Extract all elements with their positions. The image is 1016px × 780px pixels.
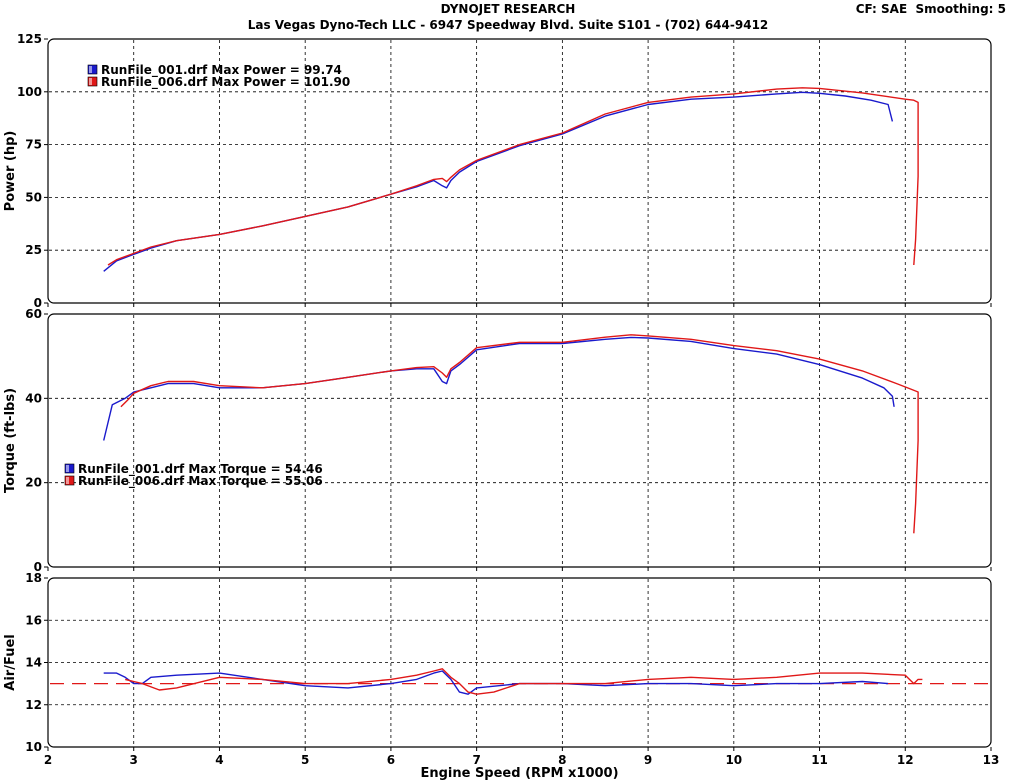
chart-title: DYNOJET RESEARCH xyxy=(440,2,576,16)
y-tick-label: 25 xyxy=(25,243,42,257)
x-tick-label: 11 xyxy=(811,753,828,767)
correction-factor-info: CF: SAE Smoothing: 5 xyxy=(856,2,1006,16)
series-line-runfile-001-drf xyxy=(103,670,889,695)
x-tick-label: 3 xyxy=(130,753,138,767)
y-tick-label: 60 xyxy=(25,307,42,321)
series-line-runfile-006-drf xyxy=(125,668,923,695)
legend-entry: RunFile_001.drf Max Power = 99.74 xyxy=(101,63,342,78)
chart-panel-3: 10 12 14 16 18 2 3 4 5 6 7 8 9 10 11 12 13 Engine Speed (… xyxy=(3,571,999,780)
series-line-runfile-001-drf xyxy=(103,336,895,441)
y-axis-label: Torque (ft-lbs) xyxy=(3,388,18,493)
y-tick-label: 18 xyxy=(25,571,42,585)
x-tick-label: 7 xyxy=(472,753,480,767)
x-tick-label: 8 xyxy=(558,753,566,767)
legend-swatch xyxy=(64,475,75,486)
y-tick-label: 75 xyxy=(25,138,42,152)
y-axis-label: Power (hp) xyxy=(3,131,18,212)
chart-panel-1: 0 25 50 75 100 125 Power (hp) RunFile_001.drf M… xyxy=(3,32,992,310)
y-tick-label: 40 xyxy=(25,391,42,405)
legend-swatch xyxy=(64,463,75,474)
x-tick-label: 13 xyxy=(983,753,1000,767)
x-tick-label: 4 xyxy=(215,753,223,767)
panel-frame xyxy=(47,313,992,568)
legend-swatch xyxy=(87,64,98,75)
y-tick-label: 125 xyxy=(17,32,42,46)
x-tick-label: 9 xyxy=(644,753,652,767)
y-tick-label: 0 xyxy=(34,296,42,310)
legend-entry: RunFile_001.drf Max Torque = 54.46 xyxy=(78,462,323,477)
chart-panel-2: 0 20 40 60 Torque (ft-lbs) RunFile_001.drf Ma… xyxy=(3,307,992,574)
x-tick-label: 5 xyxy=(301,753,309,767)
series-line-runfile-006-drf xyxy=(107,87,919,266)
panel-frame xyxy=(47,38,992,304)
y-tick-label: 16 xyxy=(25,613,42,627)
legend-swatch-highlight xyxy=(89,78,92,85)
y-axis-label: Air/Fuel xyxy=(3,634,18,690)
y-tick-label: 100 xyxy=(17,85,42,99)
legend-entry: RunFile_006.drf Max Power = 101.90 xyxy=(101,75,350,90)
legend-swatch-highlight xyxy=(66,477,69,484)
legend-swatch-highlight xyxy=(66,465,69,472)
x-tick-label: 2 xyxy=(44,753,52,767)
x-tick-label: 12 xyxy=(897,753,914,767)
smoothing-label: Smoothing: 5 xyxy=(915,2,1007,16)
legend-entry: RunFile_006.drf Max Torque = 55.06 xyxy=(78,474,323,489)
cf-label: CF: SAE xyxy=(855,2,908,16)
chart-subtitle: Las Vegas Dyno-Tech LLC - 6947 Speedway … xyxy=(247,18,769,32)
y-tick-label: 20 xyxy=(25,476,42,490)
x-axis-label: Engine Speed (RPM x1000) xyxy=(420,766,618,780)
y-tick-label: 0 xyxy=(34,560,42,574)
legend-swatch-highlight xyxy=(89,66,92,73)
x-tick-label: 6 xyxy=(387,753,395,767)
y-tick-label: 10 xyxy=(25,740,42,754)
y-tick-label: 12 xyxy=(25,698,42,712)
y-tick-label: 14 xyxy=(25,656,42,670)
legend-swatch xyxy=(87,76,98,87)
series-line-runfile-006-drf xyxy=(120,334,919,534)
x-tick-label: 10 xyxy=(725,753,742,767)
y-tick-label: 50 xyxy=(25,190,42,204)
